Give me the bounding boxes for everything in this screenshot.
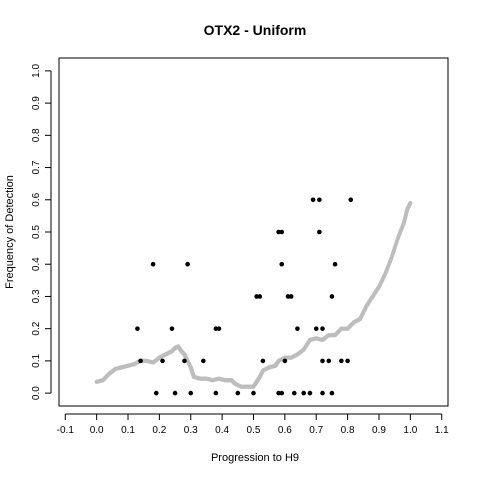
data-point: [182, 359, 187, 364]
y-tick-label: 1.0: [31, 64, 42, 78]
x-tick-label: 1.0: [403, 425, 417, 436]
data-point: [311, 197, 316, 202]
data-point: [320, 391, 325, 396]
data-point: [320, 359, 325, 364]
y-tick-label: 0.2: [31, 321, 42, 335]
data-point: [151, 262, 156, 267]
y-tick-label: 0.9: [31, 96, 42, 110]
x-tick-label: 0.2: [152, 425, 166, 436]
data-point: [236, 391, 241, 396]
chart-title: OTX2 - Uniform: [204, 22, 307, 38]
data-point: [251, 391, 256, 396]
data-point: [339, 359, 344, 364]
x-tick-label: -0.1: [57, 425, 75, 436]
x-axis: -0.1 0.0 0.1 0.2 0.3 0.4 0.5 0.6 0.7 0.8 0.9 1.0 1.1: [57, 414, 449, 436]
data-point: [138, 359, 143, 364]
data-point: [330, 391, 335, 396]
x-axis-label: Progression to H9: [211, 452, 299, 464]
series-layer: [95, 197, 413, 395]
data-point: [345, 359, 350, 364]
data-point: [317, 197, 322, 202]
data-point: [217, 326, 222, 331]
y-tick-label: 0.4: [31, 257, 42, 271]
y-tick-label: 0.7: [31, 160, 42, 174]
data-point: [201, 359, 206, 364]
data-point: [330, 294, 335, 299]
data-point: [348, 197, 353, 202]
data-point: [320, 326, 325, 331]
data-point: [314, 326, 319, 331]
data-point: [295, 326, 300, 331]
x-tick-label: 0.9: [372, 425, 386, 436]
x-tick-label: 0.1: [121, 425, 135, 436]
y-tick-label: 0.6: [31, 192, 42, 206]
data-point: [333, 262, 338, 267]
y-tick-label: 0.5: [31, 225, 42, 239]
data-point: [185, 262, 190, 267]
data-point: [214, 391, 219, 396]
y-tick-label: 0.8: [31, 128, 42, 142]
data-point: [308, 391, 313, 396]
x-tick-label: 0.0: [90, 425, 104, 436]
y-tick-label: 0.1: [31, 354, 42, 368]
x-tick-label: 0.4: [215, 425, 229, 436]
data-point: [317, 230, 322, 235]
trend-point: [408, 201, 412, 205]
data-point: [279, 391, 284, 396]
data-point: [289, 294, 294, 299]
data-point: [170, 326, 175, 331]
data-point: [188, 391, 193, 396]
x-tick-label: 0.6: [278, 425, 292, 436]
data-point: [160, 359, 165, 364]
data-point: [154, 391, 159, 396]
x-tick-label: 0.8: [341, 425, 355, 436]
data-point: [279, 262, 284, 267]
x-tick-label: 0.7: [309, 425, 323, 436]
data-point: [326, 359, 331, 364]
data-point: [135, 326, 140, 331]
data-point: [257, 294, 262, 299]
y-tick-label: 0.0: [31, 386, 42, 400]
x-tick-label: 0.3: [184, 425, 198, 436]
x-tick-label: 1.1: [435, 425, 449, 436]
data-point: [301, 391, 306, 396]
data-point: [283, 359, 288, 364]
y-axis-label: Frequency of Detection: [4, 175, 16, 289]
detection-series: [135, 197, 353, 395]
x-tick-label: 0.5: [247, 425, 261, 436]
plot-frame: [59, 58, 448, 406]
data-point: [292, 391, 297, 396]
data-point: [279, 230, 284, 235]
data-point: [173, 391, 178, 396]
y-axis: 0.0 0.1 0.2 0.3 0.4 0.5 0.6 0.7 0.8 0.9 1.0: [31, 64, 51, 401]
data-point: [261, 359, 266, 364]
y-tick-label: 0.3: [31, 289, 42, 303]
